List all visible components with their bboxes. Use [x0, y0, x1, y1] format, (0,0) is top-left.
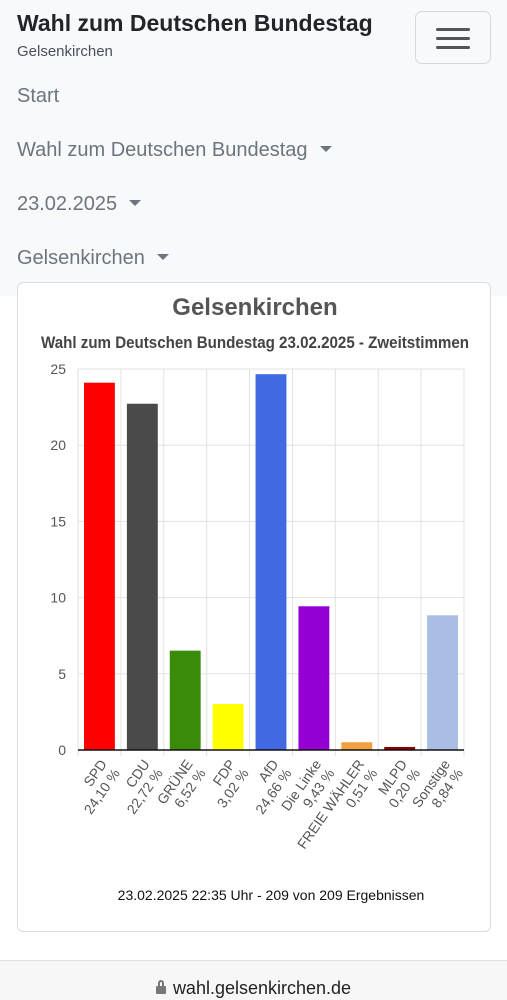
chart-title: Gelsenkirchen — [172, 294, 337, 321]
nav-item-start[interactable]: Start — [17, 85, 59, 108]
y-tick-label: 5 — [58, 666, 66, 682]
x-tick-label: GRÜNE6,52 % — [153, 756, 209, 816]
bar — [255, 374, 287, 750]
brand-subtitle: Gelsenkirchen — [17, 43, 113, 60]
url-display[interactable]: wahl.gelsenkirchen.de — [0, 978, 507, 999]
bar — [212, 703, 244, 750]
x-tick-label: FDP3,02 % — [200, 757, 251, 811]
bar — [126, 403, 158, 750]
y-tick-label: 25 — [50, 361, 66, 377]
lock-icon — [155, 980, 166, 994]
browser-address-bar[interactable]: wahl.gelsenkirchen.de — [0, 960, 507, 1000]
chart-card: Gelsenkirchen Wahl zum Deutschen Bundesta… — [17, 282, 491, 932]
nav-item-label: Wahl zum Deutschen Bundestag — [17, 139, 308, 161]
chart-footnote: 23.02.2025 22:35 Uhr - 209 von 209 Ergeb… — [118, 887, 425, 903]
nav-item-election[interactable]: Wahl zum Deutschen Bundestag — [17, 139, 332, 162]
bar — [427, 615, 458, 750]
x-tick-label: CDU22,72 % — [110, 757, 166, 817]
y-tick-label: 15 — [50, 513, 66, 529]
navbar: Wahl zum Deutschen Bundestag Gelsenkirch… — [0, 0, 507, 296]
menu-toggle-button[interactable] — [415, 11, 491, 64]
nav-item-area[interactable]: Gelsenkirchen — [17, 247, 169, 270]
x-tick-label: Sonstige8,84 % — [409, 756, 467, 819]
brand-title[interactable]: Wahl zum Deutschen Bundestag — [17, 10, 373, 36]
chart-subtitle: Wahl zum Deutschen Bundestag 23.02.2025 … — [41, 333, 469, 352]
bar — [169, 650, 201, 750]
bar — [298, 606, 330, 750]
bar — [84, 382, 115, 750]
nav-item-date[interactable]: 23.02.2025 — [17, 193, 142, 216]
nav-item-label: Start — [17, 85, 60, 107]
caret-down-icon — [319, 145, 332, 152]
results-chart: Gelsenkirchen Wahl zum Deutschen Bundesta… — [41, 294, 469, 903]
bar — [341, 742, 373, 750]
caret-down-icon — [156, 253, 169, 260]
x-tick-label: SPD24,10 % — [67, 757, 123, 817]
y-tick-label: 10 — [50, 590, 66, 606]
nav-item-label: 23.02.2025 — [17, 193, 118, 215]
caret-down-icon — [129, 199, 142, 206]
url-text: wahl.gelsenkirchen.de — [172, 978, 352, 998]
hamburger-icon — [436, 28, 470, 31]
hamburger-icon — [436, 46, 470, 49]
y-tick-label: 0 — [58, 742, 66, 758]
bar — [384, 746, 416, 750]
nav-item-label: Gelsenkirchen — [17, 247, 145, 269]
y-tick-label: 20 — [50, 437, 66, 453]
hamburger-icon — [436, 37, 470, 40]
